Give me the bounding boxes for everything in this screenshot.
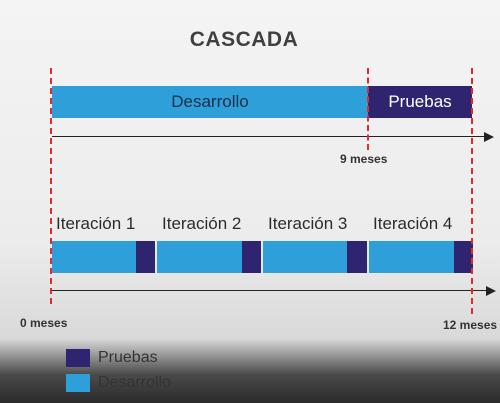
waterfall-testing-label: Pruebas [388, 92, 452, 111]
end-milestone-line [471, 68, 473, 314]
nine-month-milestone-line [367, 68, 369, 150]
iteration-3-development-bar [263, 241, 347, 273]
diagram-title: CASCADA [189, 28, 299, 51]
iteration-2-development-bar [157, 241, 242, 273]
iteration-4-label: Iteración 4 [373, 214, 453, 233]
start-milestone-line [50, 68, 52, 304]
iteration-1-label: Iteración 1 [56, 214, 136, 233]
iterative-axis-arrow-icon [486, 286, 496, 296]
iteration-1-development-bar [52, 241, 136, 273]
waterfall-development-label: Desarrollo [171, 92, 249, 111]
iteration-2-testing-bar [242, 241, 261, 273]
iteration-4-development-bar [369, 241, 454, 273]
zero-months-label: 0 meses [20, 316, 68, 330]
iteration-3-label: Iteración 3 [268, 214, 348, 233]
legend-testing-label: Pruebas [98, 349, 158, 366]
twelve-months-label: 12 meses [443, 318, 498, 332]
waterfall-time-axis [52, 136, 486, 137]
iteration-1-testing-bar [136, 241, 155, 273]
iteration-3-testing-bar [347, 241, 367, 273]
iterative-time-axis [52, 290, 488, 291]
waterfall-testing-bar: Pruebas [368, 86, 472, 118]
legend-development-label: Desarrollo [98, 374, 171, 391]
waterfall-development-bar: Desarrollo [52, 86, 368, 118]
iteration-4-testing-bar [454, 241, 473, 273]
nine-months-label: 9 meses [340, 152, 388, 166]
legend-development-swatch [66, 374, 90, 392]
iteration-2-label: Iteración 2 [162, 214, 242, 233]
waterfall-axis-arrow-icon [484, 132, 494, 142]
legend-testing-swatch [66, 349, 90, 367]
